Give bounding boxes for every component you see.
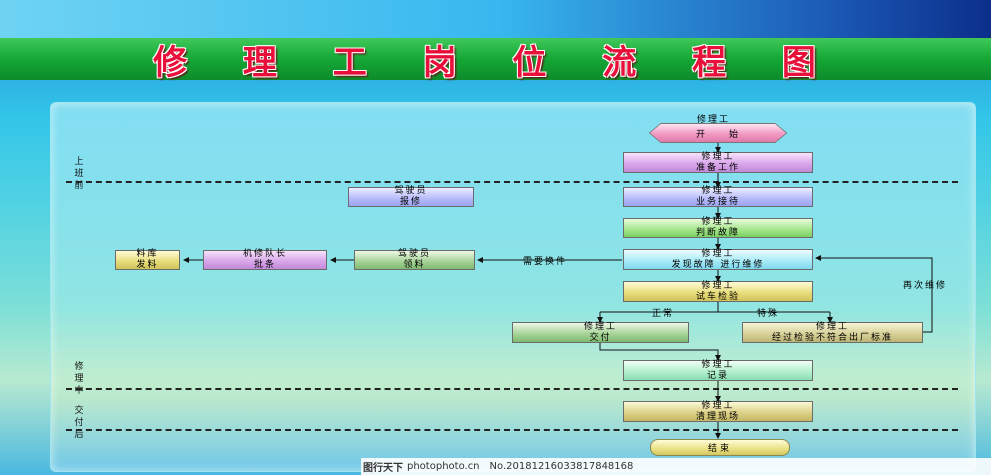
- node-driver-pick-role: 驾驶员: [397, 249, 431, 259]
- node-prepare-role: 修理工: [701, 151, 735, 162]
- node-repair: 修理工 发现故障 进行维修: [623, 249, 813, 270]
- title-bar: 修 理 工 岗 位 流 程 图: [0, 38, 991, 83]
- node-test-role: 修理工: [701, 280, 735, 291]
- node-diagnose-text: 判断故障: [695, 228, 740, 238]
- start-node-text: 开 始: [695, 129, 740, 140]
- node-prepare-text: 准备工作: [695, 162, 740, 173]
- node-deliver: 修理工 交付: [512, 322, 689, 343]
- node-driver-report: 驾驶员 报修: [348, 186, 474, 207]
- node-team-leader-text: 批条: [253, 260, 276, 270]
- edge-label-special: 特殊: [757, 309, 780, 319]
- start-node: 开 始: [650, 124, 786, 142]
- node-reception-role: 修理工: [701, 186, 735, 196]
- node-warehouse-text: 发料: [136, 260, 159, 270]
- node-repair-text: 发现故障 进行维修: [671, 259, 765, 270]
- node-special: 修理工 经过检验不符合出厂标准: [742, 322, 923, 343]
- node-team-leader-role: 机修队长: [242, 249, 287, 259]
- node-driver-report-text: 报修: [399, 197, 422, 207]
- node-record: 修理工 记录: [623, 360, 813, 381]
- end-node-text: 结束: [707, 444, 732, 454]
- edge-label-need-parts: 需要换件: [523, 257, 568, 267]
- node-deliver-text: 交付: [589, 332, 612, 343]
- phase-before-label: 上班前: [74, 157, 84, 191]
- separator-after: [66, 429, 958, 431]
- node-driver-pick-text: 领料: [403, 260, 426, 270]
- node-record-text: 记录: [706, 370, 729, 381]
- node-test-text: 试车检验: [695, 291, 740, 302]
- footer-watermark: 图行天下 photophoto.cn No.201812160338178481…: [361, 458, 991, 475]
- top-band: [0, 0, 991, 40]
- node-diagnose: 修理工 判断故障: [623, 217, 813, 238]
- node-cleanup-role: 修理工: [701, 400, 735, 411]
- node-team-leader: 机修队长 批条: [203, 249, 327, 270]
- node-warehouse-role: 料库: [136, 249, 159, 259]
- node-cleanup: 修理工 清理现场: [623, 401, 813, 422]
- node-reception: 修理工 业务接待: [623, 186, 813, 207]
- diagram-panel: [50, 102, 976, 472]
- edge-label-rework: 再次维修: [903, 281, 948, 291]
- footer-logo: 图行天下: [363, 463, 403, 474]
- footer-domain: photophoto.cn: [407, 461, 480, 472]
- node-driver-report-role: 驾驶员: [394, 186, 428, 196]
- node-special-text: 经过检验不符合出厂标准: [771, 332, 893, 343]
- end-node: 结束: [650, 439, 790, 456]
- separator-before: [66, 181, 958, 183]
- node-record-role: 修理工: [701, 359, 735, 370]
- footer-id: No.20181216033817848168: [489, 461, 634, 472]
- separator-during: [66, 388, 958, 390]
- edge-label-normal: 正常: [652, 309, 675, 319]
- start-node-outline: [649, 123, 787, 143]
- node-warehouse: 料库 发料: [115, 249, 180, 270]
- page-title: 修 理 工 岗 位 流 程 图: [153, 42, 838, 83]
- node-driver-pick: 驾驶员 领料: [354, 249, 475, 270]
- node-deliver-role: 修理工: [583, 321, 617, 332]
- node-prepare: 修理工 准备工作: [623, 152, 813, 173]
- phase-during-label: 修理中: [74, 362, 84, 396]
- node-special-role: 修理工: [815, 321, 849, 332]
- node-reception-text: 业务接待: [695, 197, 740, 207]
- node-test: 修理工 试车检验: [623, 281, 813, 302]
- node-repair-role: 修理工: [701, 248, 735, 259]
- start-role-label: 修理工: [697, 115, 731, 125]
- node-cleanup-text: 清理现场: [695, 411, 740, 422]
- phase-after-label: 交付后: [74, 406, 84, 440]
- node-diagnose-role: 修理工: [701, 217, 735, 227]
